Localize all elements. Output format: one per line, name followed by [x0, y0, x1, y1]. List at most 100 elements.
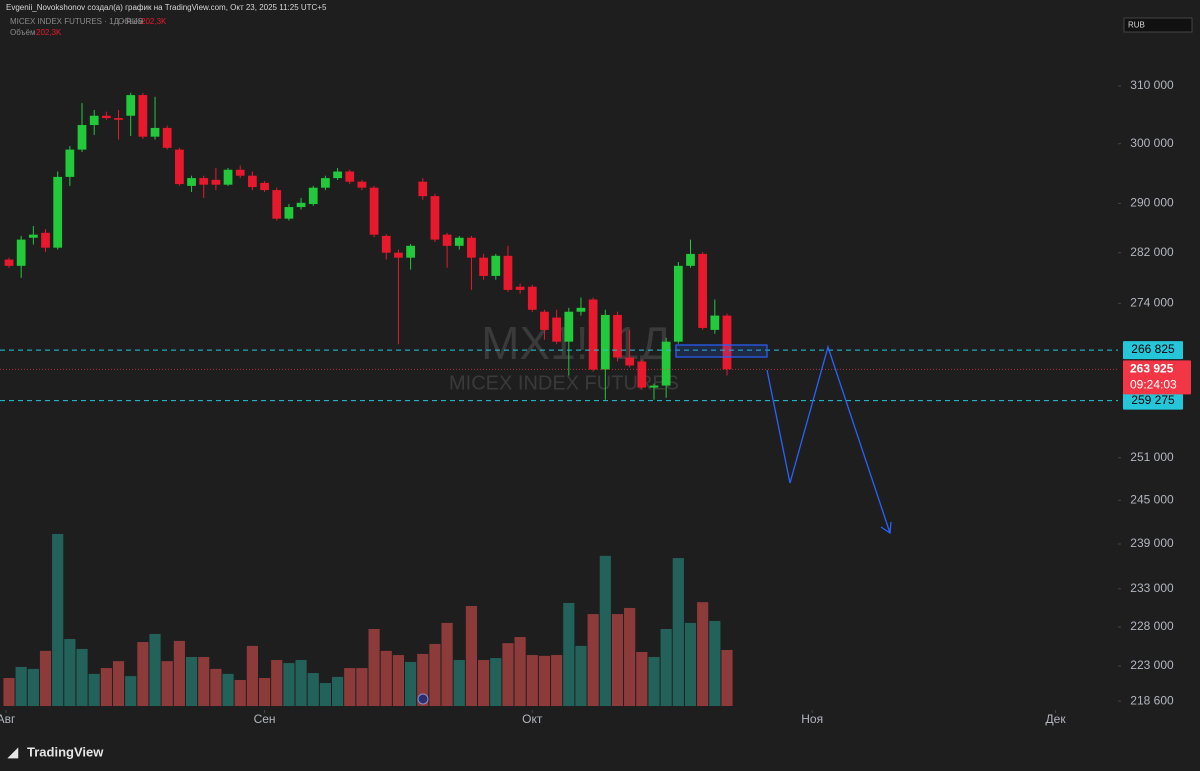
- candle-body: [296, 202, 306, 208]
- candle-body: [491, 255, 501, 276]
- volume-bar: [76, 648, 88, 706]
- candle-body: [114, 118, 123, 120]
- y-tick-label: 300 000: [1130, 136, 1174, 150]
- volume-bar: [198, 656, 210, 706]
- currency-box[interactable]: [1123, 17, 1193, 33]
- volume-bar: [258, 678, 271, 706]
- volume-bar: [307, 673, 319, 706]
- volume-bar: [88, 673, 100, 706]
- candle-body: [223, 169, 233, 185]
- candle-body: [211, 179, 221, 185]
- y-tick-label: 228 000: [1130, 619, 1174, 633]
- volume-bar: [514, 637, 526, 706]
- x-tick-label: Авг: [0, 712, 16, 726]
- volume-bar: [271, 660, 283, 706]
- volume-bar: [283, 663, 295, 706]
- candle-body: [357, 181, 367, 188]
- volume-bar: [52, 534, 64, 706]
- candle-body: [284, 207, 294, 219]
- candle-body: [442, 234, 452, 246]
- candle-body: [260, 182, 269, 191]
- candle-body: [722, 315, 732, 370]
- candle-body: [381, 235, 391, 253]
- y-tick-label: 239 000: [1130, 536, 1174, 550]
- y-tick-label: 290 000: [1130, 196, 1174, 210]
- volume-bar: [125, 676, 137, 706]
- candle-body: [345, 171, 355, 182]
- volume-bar: [490, 658, 502, 706]
- volume-value: 202,3K: [141, 17, 167, 26]
- event-icon[interactable]: [417, 693, 429, 705]
- volume-bar: [356, 668, 368, 706]
- candle-body: [89, 115, 99, 126]
- candle-body: [625, 357, 635, 366]
- volume-bar: [3, 678, 15, 706]
- volume-bar: [453, 660, 465, 706]
- currency[interactable]: RUB: [1128, 21, 1145, 30]
- x-tick-label: Сен: [254, 712, 276, 726]
- volume-bar: [210, 668, 222, 706]
- volume-bar: [721, 649, 733, 706]
- y-tick-label: 251 000: [1130, 450, 1174, 464]
- candle-body: [467, 237, 476, 258]
- volume-bar: [563, 602, 575, 706]
- volume-value: 202,3K: [36, 28, 62, 37]
- candle-body: [321, 178, 330, 188]
- volume-bar: [611, 614, 624, 706]
- candle-body: [503, 255, 513, 290]
- candle-body: [4, 259, 14, 266]
- volume-bar: [295, 660, 307, 706]
- volume-title: Объём: [10, 28, 36, 37]
- last-price-label: 263 925: [1130, 361, 1174, 375]
- candle-body: [661, 341, 671, 386]
- candle-body: [637, 361, 647, 388]
- candle-body: [53, 176, 63, 248]
- symbol-line: MICEX INDEX FUTURES · 1Д · RUS: [10, 17, 143, 26]
- y-tick-label: 245 000: [1130, 493, 1174, 507]
- level-label: 259 275: [1131, 393, 1175, 407]
- candle-body: [673, 265, 683, 342]
- logo: TradingView: [27, 744, 104, 759]
- countdown: 09:24:03: [1130, 377, 1177, 391]
- volume-bar: [441, 622, 453, 706]
- candle-body: [430, 196, 440, 240]
- candle-body: [333, 171, 342, 179]
- candle-body: [16, 239, 26, 266]
- volume-bar: [27, 668, 39, 706]
- candle-body: [162, 127, 172, 148]
- volume-bar: [173, 640, 185, 706]
- volume-bar: [39, 650, 52, 706]
- candle-body: [576, 307, 586, 312]
- candle-body: [588, 299, 598, 370]
- candle-body: [394, 252, 403, 258]
- volume-bar: [185, 656, 198, 706]
- volume-bar: [344, 668, 356, 706]
- x-tick-label: Окт: [522, 712, 543, 726]
- y-tick-label: 282 000: [1130, 245, 1174, 259]
- volume-bar: [149, 633, 161, 706]
- volume-bar: [587, 614, 599, 706]
- level-label: 266 825: [1131, 342, 1175, 356]
- volume-bar: [526, 655, 538, 706]
- level-label-box: [1123, 391, 1183, 410]
- candle-body: [613, 314, 622, 358]
- y-tick-label: 274 000: [1130, 296, 1174, 310]
- candle-body: [28, 234, 38, 238]
- candle-body: [698, 253, 708, 328]
- candle-body: [308, 187, 318, 205]
- volume-bar: [636, 651, 648, 706]
- candle-body: [41, 232, 50, 248]
- y-tick-label: 233 000: [1130, 581, 1174, 595]
- watermark-symbol: MX1!, 1Д: [481, 317, 671, 369]
- volume-bar: [551, 655, 563, 706]
- watermark-name: MICEX INDEX FUTURES: [449, 372, 679, 394]
- volume-bar: [478, 660, 490, 706]
- candle-body: [710, 315, 720, 330]
- forecast-path: [766, 344, 892, 535]
- volume-bar: [648, 656, 660, 706]
- volume-bar: [222, 673, 234, 706]
- candle-body: [527, 286, 537, 310]
- volume-bar: [137, 642, 149, 706]
- volume-title: Объём: [118, 17, 144, 26]
